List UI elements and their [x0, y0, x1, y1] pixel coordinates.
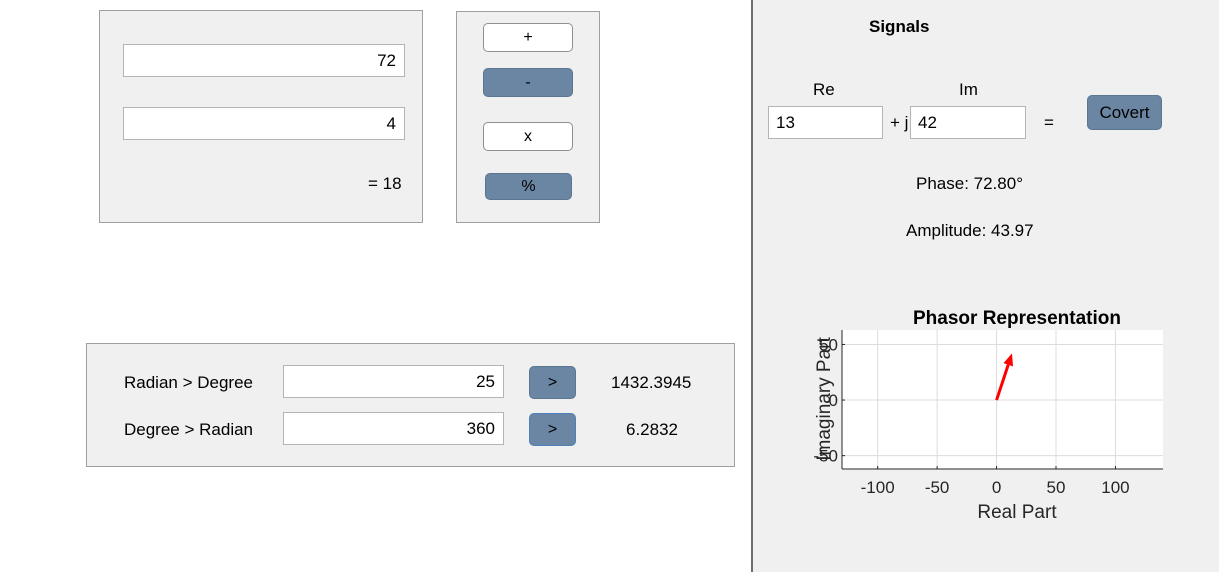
x-tick-label: 50 [1047, 478, 1066, 497]
x-axis-label: Real Part [977, 502, 1057, 523]
operand-a-input[interactable] [123, 44, 405, 77]
re-label: Re [813, 80, 835, 99]
x-tick-label: 0 [992, 478, 1001, 497]
real-part-input[interactable] [768, 106, 883, 139]
rad-to-deg-label: Radian > Degree [124, 373, 254, 392]
phase-readout: Phase: 72.80° [916, 174, 1023, 193]
signals-title: Signals [869, 17, 930, 36]
y-tick-labels: -50 0 50 [813, 335, 838, 465]
y-axis-label: Imaginary Part [814, 337, 835, 461]
phasor-chart: Phasor Representation -100 -50 0 50 100 -50 0… [813, 308, 1163, 523]
minus-button[interactable]: - [483, 68, 573, 97]
rad-to-deg-result: 1432.3945 [611, 373, 692, 392]
plus-j-label: + j [890, 113, 909, 132]
phasor-vector [995, 353, 1013, 401]
signals-panel: Signals Re Im + j = Covert Phase: 72.80°… [753, 0, 1219, 572]
panel-divider [751, 0, 753, 572]
x-tick-labels: -100 -50 0 50 100 [861, 478, 1130, 497]
rad-to-deg-button[interactable]: > [529, 366, 576, 399]
convert-button[interactable]: Covert [1087, 95, 1162, 130]
deg-to-rad-label: Degree > Radian [124, 420, 254, 439]
calculator-panel: = 18 [99, 10, 423, 223]
rad-to-deg-input[interactable] [283, 365, 504, 398]
grid-lines [842, 330, 1163, 469]
x-tick-label: -100 [861, 478, 895, 497]
x-tick-label: 100 [1101, 478, 1129, 497]
deg-to-rad-input[interactable] [283, 412, 504, 445]
y-tick-label: 50 [819, 335, 838, 354]
deg-to-rad-button[interactable]: > [529, 413, 576, 446]
operators-panel: + - x % [456, 11, 600, 223]
phasor-shaft [995, 364, 1010, 401]
plot-area [842, 330, 1163, 469]
tick-marks [842, 343, 1116, 469]
imag-part-input[interactable] [910, 106, 1026, 139]
chart-title: Phasor Representation [913, 308, 1121, 329]
amplitude-readout: Amplitude: 43.97 [906, 221, 1034, 240]
multiply-button[interactable]: x [483, 122, 573, 151]
plus-button[interactable]: + [483, 23, 573, 52]
equals-label: = [1044, 113, 1054, 132]
converter-panel: Radian > Degree > 1432.3945 Degree > Rad… [86, 343, 735, 467]
y-tick-label: 0 [829, 391, 838, 410]
y-tick-label: -50 [813, 447, 838, 466]
calc-result: = 18 [368, 174, 402, 193]
operand-b-input[interactable] [123, 107, 405, 140]
phasor-arrowhead [1003, 353, 1013, 367]
deg-to-rad-result: 6.2832 [626, 420, 678, 439]
x-tick-label: -50 [925, 478, 950, 497]
percent-button[interactable]: % [485, 173, 572, 200]
im-label: Im [959, 80, 978, 99]
